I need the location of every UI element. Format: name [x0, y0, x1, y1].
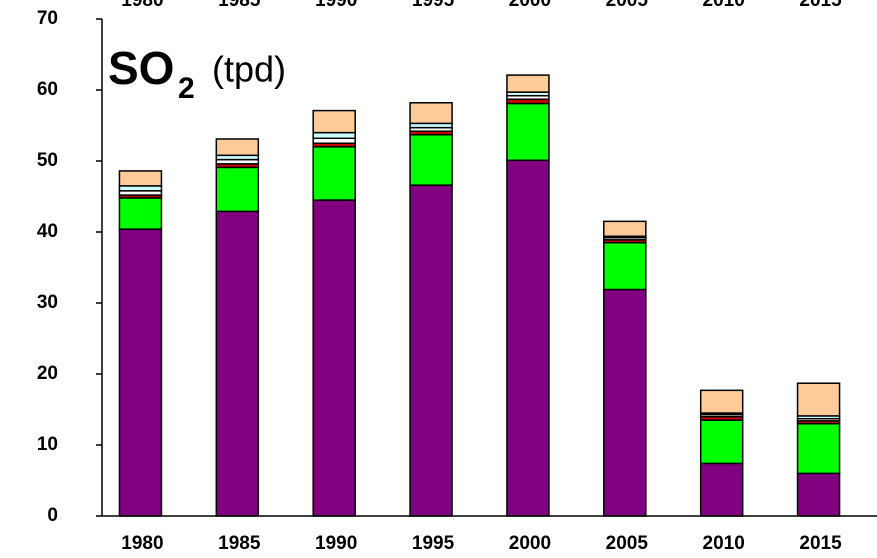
- x-tick-label: 2015: [799, 533, 842, 554]
- bar-segment: [215, 210, 260, 517]
- x-tick-label-top: 1980: [121, 0, 163, 11]
- y-tick-label: 60: [37, 79, 58, 100]
- title-main: SO: [108, 42, 174, 94]
- x-tick-label-top: 1990: [315, 0, 357, 11]
- bar-segment: [699, 419, 744, 465]
- bar-segment: [506, 159, 550, 517]
- x-tick-label: 2010: [703, 533, 745, 554]
- x-tick-label: 2005: [606, 533, 649, 554]
- bar-segment: [409, 102, 453, 125]
- y-tick-label: 40: [37, 221, 58, 242]
- bar-segment: [215, 138, 260, 157]
- x-tick-label-top: 2010: [703, 0, 745, 11]
- bar-segment: [796, 422, 841, 475]
- bar-segment: [312, 131, 356, 140]
- y-tick-label: 10: [37, 434, 58, 455]
- bar-segment: [699, 462, 744, 517]
- bar-segment: [312, 199, 356, 517]
- bar-segment: [118, 170, 163, 187]
- bar-segment: [796, 472, 841, 517]
- bar-segment: [215, 166, 260, 213]
- y-tick-label: 20: [37, 363, 58, 384]
- bar-segment: [118, 228, 163, 517]
- bar-segment: [312, 109, 356, 134]
- x-tick-label-top: 2005: [606, 0, 649, 11]
- y-tick-label: 50: [37, 150, 58, 171]
- bar-segment: [409, 184, 453, 517]
- x-tick-label-top: 2015: [799, 0, 842, 11]
- x-tick-label-top: 1995: [412, 0, 455, 11]
- x-tick-label: 1990: [315, 533, 357, 554]
- bar-segment: [603, 241, 647, 291]
- x-tick-label: 1980: [121, 533, 163, 554]
- x-tick-label-top: 2000: [509, 0, 551, 11]
- x-tick-label: 1985: [218, 533, 261, 554]
- bar-segment: [312, 146, 356, 201]
- x-tick-label: 2000: [509, 533, 551, 554]
- y-tick-label: 70: [37, 8, 58, 29]
- bar-segment: [603, 288, 647, 517]
- x-tick-label: 1995: [412, 533, 455, 554]
- title-unit: (tpd): [212, 49, 286, 90]
- y-tick-label: 0: [47, 505, 58, 526]
- title-subscript: 2: [178, 72, 195, 105]
- bar-segment: [699, 389, 744, 414]
- bar-segment: [506, 74, 550, 93]
- bar-segment: [409, 133, 453, 186]
- bar-segment: [506, 102, 550, 162]
- bar-segment: [603, 220, 647, 238]
- y-tick-label: 30: [37, 292, 58, 313]
- x-tick-label-top: 1985: [218, 0, 261, 11]
- bar-segment: [796, 382, 841, 417]
- bar-segment: [118, 197, 163, 230]
